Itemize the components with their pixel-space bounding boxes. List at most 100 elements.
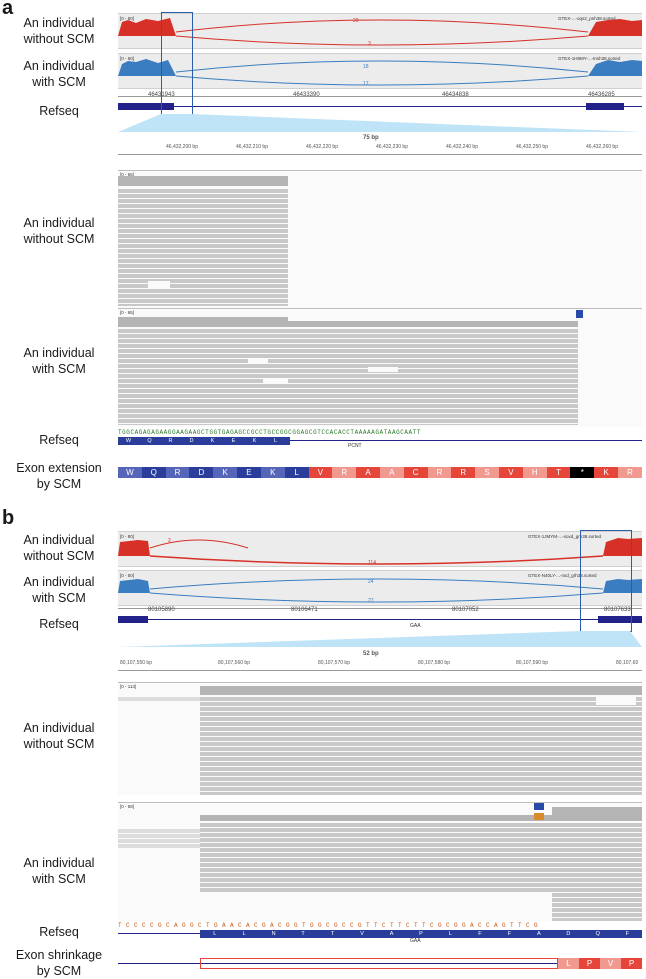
range-label: [0 - 58]: [120, 804, 135, 809]
refseq-track-a: [118, 102, 642, 114]
junction-count: 24: [368, 579, 374, 585]
amino-acid: D: [189, 467, 214, 478]
amino-acid: Q: [141, 467, 166, 478]
range-label: [0 - 60]: [120, 56, 135, 61]
range-label: [0 - 65]: [120, 310, 135, 315]
label-b-with-zoom: An individual with SCM: [23, 856, 95, 886]
tick-label: 46,432,220 bp: [306, 144, 338, 150]
tick-label: 46,432,240 bp: [446, 144, 478, 150]
range-label: [0 - 50]: [120, 573, 135, 578]
tick-label: 46,432,210 bp: [236, 144, 268, 150]
tick-label: 80,107,550 bp: [120, 660, 152, 666]
zoom-region-box-b[interactable]: [580, 530, 632, 632]
coord-label: 46436285: [588, 92, 615, 98]
amino-acid: W: [118, 467, 142, 478]
tick-label: 46,432,200 bp: [166, 144, 198, 150]
amino-acid: D: [189, 438, 194, 444]
panel-label-a: a: [2, 0, 14, 19]
label-b-without-zoom: An individual without SCM: [23, 721, 95, 751]
amino-acid: R: [427, 467, 452, 478]
label-a-refseq: Refseq: [39, 104, 79, 118]
amino-acid: L: [213, 931, 217, 937]
amino-acid: L: [558, 958, 579, 969]
refseq-zoom-track-b: L L N T T V A P L F F A D Q F GAA: [118, 930, 642, 944]
amino-acid: W: [125, 438, 132, 444]
amino-acid: N: [271, 931, 276, 937]
sample-name: GTEX-1JMYM-...-soxd_grh38.sorted: [528, 534, 602, 539]
tick-label: 46,432,230 bp: [376, 144, 408, 150]
zoom-ruler-a: 75 bp 46,432,200 bp 46,432,210 bp 46,432…: [118, 134, 642, 155]
amino-acid: A: [389, 931, 394, 937]
amino-acid: L: [284, 467, 309, 478]
tick-label: 80,107,60: [616, 660, 639, 666]
amino-acid: H: [522, 467, 547, 478]
coordinate-ruler-b: [118, 600, 642, 609]
amino-acid: F: [478, 931, 482, 937]
amino-acid: D: [566, 931, 571, 937]
coord-label: 46434838: [442, 92, 469, 98]
alignment-track-b-without[interactable]: [0 - 113]: [118, 682, 642, 795]
amino-acid: *: [570, 467, 595, 478]
label-a-with-zoom: An individual with SCM: [23, 346, 95, 376]
zoom-ruler-b: 52 bp 80,107,550 bp 80,107,560 bp 80,107…: [118, 650, 642, 671]
amino-acid: R: [332, 467, 357, 478]
amino-acid: T: [330, 931, 335, 937]
alignment-track-b-with[interactable]: [0 - 58]: [118, 802, 642, 921]
exon-extension-bar: W Q R D K E K L V R A A C R R S V H T * K R: [118, 467, 642, 478]
tick-label: 46,432,260 bp: [586, 144, 618, 150]
alignment-track-a-with[interactable]: [0 - 65]: [118, 308, 642, 427]
amino-acid: K: [252, 438, 257, 444]
junction-count: 18: [363, 64, 369, 70]
range-label: [0 - 60]: [120, 16, 135, 21]
zoom-connector-b: [118, 631, 642, 647]
sashimi-track-a-with[interactable]: 18 17 [0 - 60] GTEX-1H9MY-...-tnsh38.sor…: [118, 53, 642, 89]
label-a-without: An individual without SCM: [23, 16, 95, 46]
amino-acid: R: [165, 467, 190, 478]
sashimi-track-b-without[interactable]: 2 114 [0 - 80] GTEX-1JMYM-...-soxd_grh38…: [118, 531, 642, 567]
reference-sequence-b: TCCCCGCAGGCTGAACACGACGGTGGCGCCGTTCTTCTTC…: [118, 922, 543, 929]
amino-acid: F: [507, 931, 512, 937]
range-label: [0 - 65]: [120, 172, 135, 177]
gene-name: GAA: [410, 623, 421, 629]
coord-label: 80107052: [452, 607, 479, 613]
amino-acid: S: [475, 467, 499, 478]
label-b-with: An individual with SCM: [23, 575, 95, 605]
amino-acid: R: [451, 467, 476, 478]
junction-count: 29: [353, 18, 359, 24]
tick-label: 80,107,590 bp: [516, 660, 548, 666]
amino-acid: K: [213, 467, 238, 478]
coordinate-ruler-a: [118, 88, 642, 97]
sample-name: GTEX-1H9MY-...-tnsh38.sorted: [558, 56, 621, 61]
amino-acid: R: [168, 438, 173, 444]
amino-acid: L: [273, 438, 278, 444]
tick-label: 80,107,570 bp: [318, 660, 350, 666]
amino-acid: T: [546, 467, 571, 478]
panel-label-b: b: [2, 507, 15, 529]
amino-acid: A: [379, 467, 404, 478]
junction-count: 17: [363, 81, 369, 87]
zoom-region-box-a[interactable]: [161, 12, 193, 116]
amino-acid: P: [419, 931, 423, 937]
refseq-track-b: GAA: [118, 615, 642, 629]
reference-sequence-a: TGGCAGAGAGAAGGAAGAAGCTGGTGAGAGCCGCCTGCCG…: [118, 429, 421, 436]
tick-label: 80,107,560 bp: [218, 660, 250, 666]
label-a-without-zoom: An individual without SCM: [23, 216, 95, 246]
amino-acid: V: [499, 467, 523, 478]
span-label: 75 bp: [363, 135, 379, 141]
amino-acid: A: [537, 931, 541, 937]
sashimi-track-b-with[interactable]: 24 27 [0 - 50] GTEX-N40LY-...-nsd_grh38.…: [118, 570, 642, 606]
gene-name: GAA: [410, 938, 421, 944]
amino-acid: L: [242, 931, 246, 937]
zoom-connector-a: [118, 114, 642, 132]
refseq-zoom-track-a: W Q R D K E K L PCNT: [118, 437, 642, 449]
junction-count: 3: [368, 41, 371, 47]
alignment-track-a-without[interactable]: [0 - 65]: [118, 170, 642, 308]
label-b-refseq-zoom: Refseq: [39, 925, 79, 939]
sashimi-track-a-without[interactable]: 29 3 [0 - 60] GTEX-...-oqs2_pnh38.sorted: [118, 13, 642, 49]
amino-acid: K: [210, 438, 215, 444]
amino-acid: K: [594, 467, 619, 478]
amino-acid: A: [356, 467, 380, 478]
coord-label: 46433390: [293, 92, 320, 98]
amino-acid: Q: [147, 438, 152, 444]
